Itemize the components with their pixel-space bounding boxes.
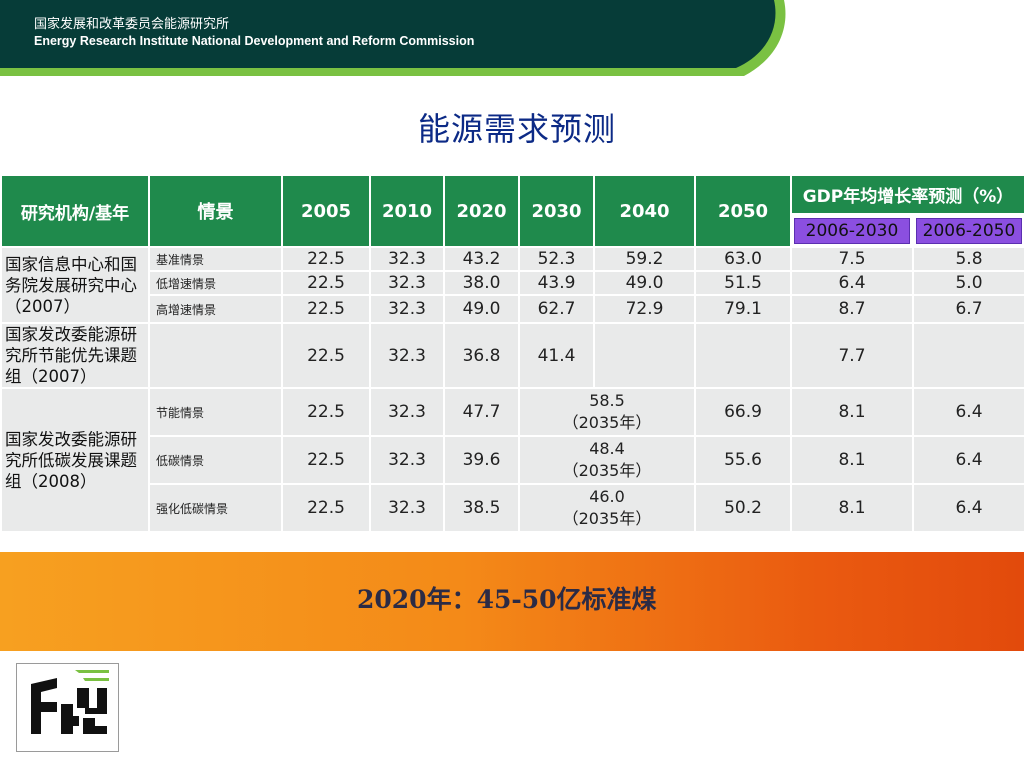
gdp-cell: 6.7 — [912, 294, 1024, 324]
scenario-cell: 节能情景 — [148, 387, 283, 437]
table-row: 国家发改委能源研究所节能优先课题组（2007） 22.5 32.3 36.8 4… — [0, 322, 1024, 389]
header-year: 2030 — [518, 174, 595, 248]
value-cell: 43.9 — [518, 270, 595, 296]
org-name-en: Energy Research Institute National Devel… — [34, 34, 475, 48]
value-cell: 32.3 — [369, 270, 445, 296]
table-row: 国家信息中心和国务院发展研究中心（2007） 基准情景 22.5 32.3 43… — [0, 246, 1024, 324]
value-cell: 55.6 — [694, 435, 792, 485]
gdp-cell: 8.1 — [790, 483, 914, 533]
value-cell: 47.7 — [443, 387, 520, 437]
institute-logo-icon — [16, 663, 119, 752]
value-cell: 22.5 — [281, 270, 371, 296]
org-cell: 国家发改委能源研究所低碳发展课题组（2008） — [0, 387, 150, 533]
scenario-cell: 强化低碳情景 — [148, 483, 283, 533]
value-cell: 66.9 — [694, 387, 792, 437]
value-cell — [694, 322, 792, 389]
value-cell: 32.3 — [369, 435, 445, 485]
value-cell: 38.5 — [443, 483, 520, 533]
scenario-cell: 基准情景 — [148, 246, 283, 272]
value-cell: 32.3 — [369, 483, 445, 533]
value-cell: 32.3 — [369, 294, 445, 324]
header-year: 2010 — [369, 174, 445, 248]
value-2035-cell: 58.5 （2035年） — [518, 387, 696, 437]
value-cell: 22.5 — [281, 435, 371, 485]
value-cell: 41.4 — [518, 322, 595, 389]
org-cell: 国家信息中心和国务院发展研究中心（2007） — [0, 246, 150, 324]
header-scenario: 情景 — [148, 174, 283, 248]
gdp-cell: 8.7 — [790, 294, 914, 324]
header-banner: 国家发展和改革委员会能源研究所 Energy Research Institut… — [0, 0, 1024, 80]
value-cell: 36.8 — [443, 322, 520, 389]
value-cell: 63.0 — [694, 246, 792, 272]
value-cell: 49.0 — [443, 294, 520, 324]
table-row: 低增速情景 22.5 32.3 38.0 43.9 49.0 51.5 6.4 … — [1, 270, 1024, 296]
value-cell — [593, 322, 696, 389]
gdp-cell: 7.7 — [790, 322, 914, 389]
value-cell: 32.3 — [369, 387, 445, 437]
gdp-cell: 6.4 — [912, 387, 1024, 437]
gdp-cell: 6.4 — [912, 435, 1024, 485]
header-gdp-period: 2006-2030 — [790, 213, 914, 248]
gdp-cell: 5.8 — [912, 246, 1024, 272]
value-cell: 39.6 — [443, 435, 520, 485]
gdp-cell: 7.5 — [790, 246, 914, 272]
header-shape — [0, 0, 786, 76]
header-year: 2040 — [593, 174, 696, 248]
value-2035-cell: 46.0 （2035年） — [518, 483, 696, 533]
page-title: 能源需求预测 — [417, 110, 616, 148]
value-cell: 22.5 — [281, 246, 371, 272]
table-row: 低碳情景 22.5 32.3 39.6 48.4 （2035年） 55.6 8.1… — [1, 435, 1024, 485]
header-org: 研究机构/基年 — [0, 174, 150, 248]
table-row: 高增速情景 22.5 32.3 49.0 62.7 72.9 79.1 8.7 … — [1, 294, 1024, 324]
table-header-row: 研究机构/基年 情景 2005 2010 2020 2030 2040 2050… — [0, 173, 1024, 248]
value-cell: 79.1 — [694, 294, 792, 324]
value-cell: 43.2 — [443, 246, 520, 272]
header-year: 2050 — [694, 174, 792, 248]
scenario-cell — [148, 322, 283, 389]
value-cell: 49.0 — [593, 270, 696, 296]
scenario-cell: 低增速情景 — [148, 270, 283, 296]
scenario-cell: 高增速情景 — [148, 294, 283, 324]
value-cell: 62.7 — [518, 294, 595, 324]
value-cell: 32.3 — [369, 246, 445, 272]
value-cell: 32.3 — [369, 322, 445, 389]
gdp-cell: 8.1 — [790, 435, 914, 485]
gdp-cell: 8.1 — [790, 387, 914, 437]
summary-text: 2020年：45-50亿标准煤 — [357, 585, 657, 614]
gdp-cell: 5.0 — [912, 270, 1024, 296]
table-row: 国家发改委能源研究所低碳发展课题组（2008） 节能情景 22.5 32.3 4… — [0, 387, 1024, 533]
value-cell: 38.0 — [443, 270, 520, 296]
value-2035-cell: 48.4 （2035年） — [518, 435, 696, 485]
scenario-cell: 低碳情景 — [148, 435, 283, 485]
value-cell: 22.5 — [281, 322, 371, 389]
org-name-cn: 国家发展和改革委员会能源研究所 — [34, 17, 230, 32]
gdp-cell — [912, 322, 1024, 389]
value-cell: 52.3 — [518, 246, 595, 272]
header-gdp: GDP年均增长率预测（%） — [790, 173, 1024, 216]
header-gdp-period: 2006-2050 — [912, 213, 1024, 248]
gdp-cell: 6.4 — [790, 270, 914, 296]
summary-banner — [0, 552, 1024, 651]
header-year: 2005 — [281, 174, 371, 248]
header-year: 2020 — [443, 174, 520, 248]
value-cell: 51.5 — [694, 270, 792, 296]
value-cell: 22.5 — [281, 387, 371, 437]
energy-forecast-table: 研究机构/基年 情景 2005 2010 2020 2030 2040 2050… — [0, 173, 1024, 533]
value-cell: 72.9 — [593, 294, 696, 324]
table-row: 强化低碳情景 22.5 32.3 38.5 46.0 （2035年） 50.2 8… — [1, 483, 1024, 533]
table-subheader-row: 2006-2030 2006-2050 — [1, 213, 1024, 248]
value-cell: 59.2 — [593, 246, 696, 272]
value-cell: 22.5 — [281, 483, 371, 533]
org-cell: 国家发改委能源研究所节能优先课题组（2007） — [0, 322, 150, 389]
value-cell: 22.5 — [281, 294, 371, 324]
gdp-cell: 6.4 — [912, 483, 1024, 533]
value-cell: 50.2 — [694, 483, 792, 533]
